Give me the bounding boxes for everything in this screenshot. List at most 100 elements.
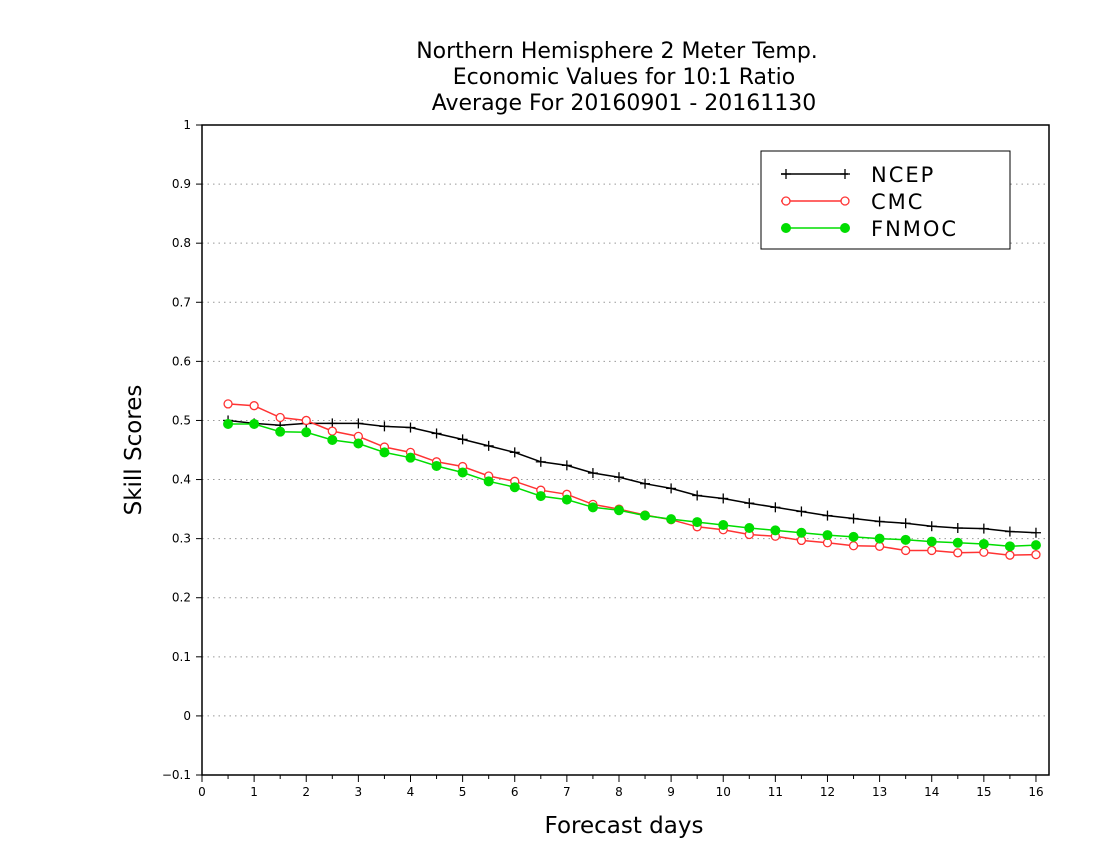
plus-marker [926,521,937,532]
data-series [223,399,1041,560]
filled-circle-marker [587,502,598,513]
x-axis-label: Forecast days [545,813,704,839]
legend-entry-fnmoc: FNMOC [781,217,958,241]
x-tick-label: 14 [924,785,939,799]
plus-marker [900,518,911,529]
legend-entry-ncep: NCEP [781,163,935,187]
x-tick-label: 16 [1028,785,1043,799]
series-line-ncep [228,419,1037,534]
x-tick-label: 15 [976,785,991,799]
x-tick-label: 13 [872,785,887,799]
circle-marker [301,415,311,426]
plus-marker [978,523,989,534]
circle-marker [1031,549,1041,560]
x-tick-label: 1 [250,785,258,799]
y-tick-label: 0.2 [172,591,191,605]
filled-circle-marker [840,223,850,233]
legend-label: NCEP [871,163,935,187]
series-fnmoc [223,419,1041,552]
circle-marker [848,541,859,551]
filled-circle-marker [692,517,703,528]
x-tick-label: 12 [820,785,835,799]
plus-marker [405,422,416,433]
x-tick-label: 7 [563,785,571,799]
legend: NCEP CMC FNMOC [760,150,1011,250]
filled-circle-marker [379,447,390,458]
circle-marker [249,401,259,411]
filled-circle-marker [353,438,364,449]
filled-circle-marker [770,525,781,536]
x-tick-label: 4 [407,785,415,799]
y-tick-label: 0 [183,709,191,723]
plus-marker [457,434,468,445]
filled-circle-marker [666,514,677,525]
plus-marker [692,490,703,501]
plus-marker [509,447,520,458]
filled-circle-marker [822,530,833,541]
plus-marker [874,516,885,527]
circle-marker [781,196,791,206]
filled-circle-marker [744,523,755,533]
plus-marker [379,421,390,432]
plus-marker [952,523,963,533]
circle-marker [840,196,850,206]
filled-circle-marker [848,531,859,542]
plus-marker [1004,526,1015,537]
plus-marker [535,456,546,467]
filled-circle-marker [509,482,520,493]
x-tick-label: 3 [355,785,363,799]
plus-marker [561,460,572,471]
plot-frame [201,124,1050,776]
y-tick-label: 0.6 [172,354,191,368]
plus-marker [822,510,833,521]
legend-box [760,150,1011,250]
y-tick-label: 0.7 [172,295,191,309]
chart-title-line-1: Northern Hemisphere 2 Meter Temp. [416,39,818,64]
filled-circle-marker [640,510,651,521]
filled-circle-marker [275,426,286,437]
circle-marker [275,412,285,423]
filled-circle-marker [457,467,468,478]
plus-marker [718,493,729,504]
axis-ticks: −0.100.10.20.30.40.50.60.70.80.910 1 2 3 4 5 6… [162,118,1044,799]
plus-marker [587,468,598,479]
plus-marker [840,169,850,179]
filled-circle-marker [249,419,260,429]
circle-marker [979,547,989,557]
plus-marker [666,483,677,494]
filled-circle-marker [613,505,624,516]
filled-circle-marker [718,520,729,531]
legend-label: CMC [871,190,924,214]
circle-marker [223,399,233,409]
plus-marker [483,440,494,451]
filled-circle-marker [796,527,807,538]
filled-circle-marker [1030,540,1041,551]
legend-label: FNMOC [871,217,958,241]
plus-marker [744,498,755,509]
plus-marker [640,478,651,489]
filled-circle-marker [926,536,937,547]
filled-circle-marker [405,452,416,463]
series-ncep [223,415,1041,538]
filled-circle-marker [781,223,791,233]
filled-circle-marker [952,537,963,548]
plus-marker [353,418,364,429]
chart-title-line-3: Average For 20160901 - 20161130 [432,91,817,116]
x-tick-label: 11 [768,785,783,799]
y-tick-label: 0.4 [172,473,191,487]
plus-marker [431,428,442,439]
filled-circle-marker [1004,541,1015,552]
circle-marker [327,426,337,436]
filled-circle-marker [900,534,911,545]
circle-marker [901,545,911,556]
y-axis-label: Skill Scores [121,385,147,516]
plus-marker [796,506,807,517]
legend-entry-cmc: CMC [781,190,924,214]
filled-circle-marker [431,460,442,471]
series-line-fnmoc [228,423,1037,548]
plus-marker [848,513,859,524]
y-tick-label: 0.3 [172,532,191,546]
x-tick-label: 2 [302,785,310,799]
